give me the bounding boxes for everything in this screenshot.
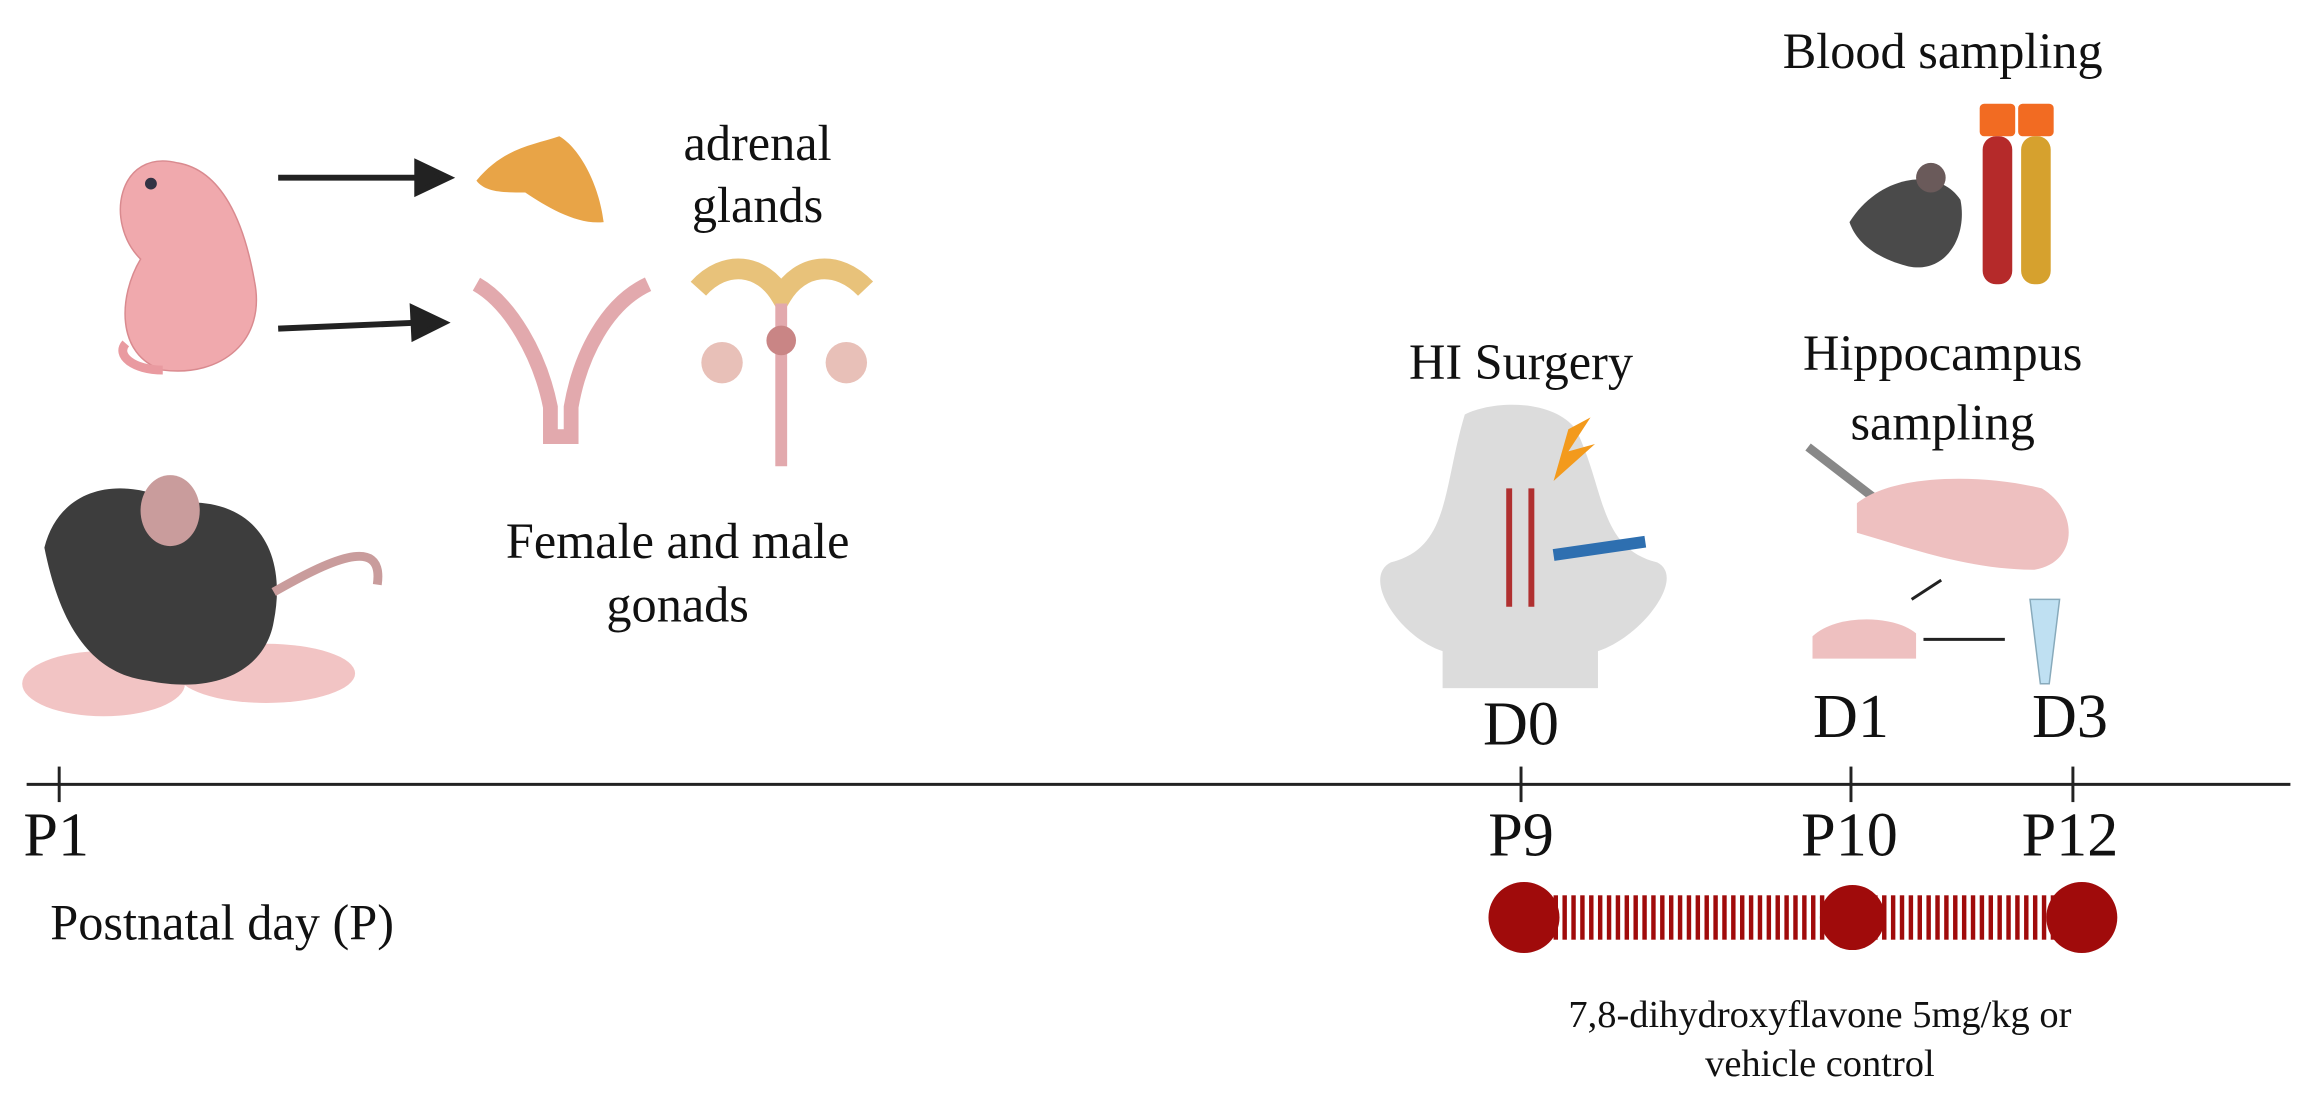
postnatal-day: P9 [1488,801,1554,869]
blood-tubes [1979,103,2054,285]
experiment-day: D1 [1813,683,1889,751]
female-gonad [472,277,652,445]
experiment-day: D0 [1483,690,1559,758]
label: adrenal [684,115,832,171]
blood-mouse [1849,162,1962,268]
postnatal-day: P12 [2022,801,2119,869]
axis-label: Postnatal day (P) [50,895,394,951]
treatment-bar [1488,881,2118,954]
label: sampling [1850,395,2034,451]
treatment-label: 7,8-dihydroxyflavone 5mg/kg or [1568,994,2071,1036]
label: glands [692,177,823,233]
label: Hippocampus [1803,325,2082,381]
label: gonads [606,577,749,633]
male-gonad [690,258,874,467]
postnatal-day: P10 [1801,801,1898,869]
mother-mouse [22,475,383,717]
adrenal-gland [476,136,604,223]
label: Female and male [506,513,850,569]
pup-illustration [118,160,257,375]
brain-illustration [1805,443,2069,685]
experiment-day: D3 [2032,683,2108,751]
surgery-mouse [1380,404,1667,689]
label: HI Surgery [1409,334,1633,390]
treatment-label: vehicle control [1705,1043,1935,1085]
postnatal-day: P1 [23,801,89,869]
arrows [278,158,456,343]
label: Blood sampling [1783,23,2103,79]
timeline-ticks [57,766,2075,803]
